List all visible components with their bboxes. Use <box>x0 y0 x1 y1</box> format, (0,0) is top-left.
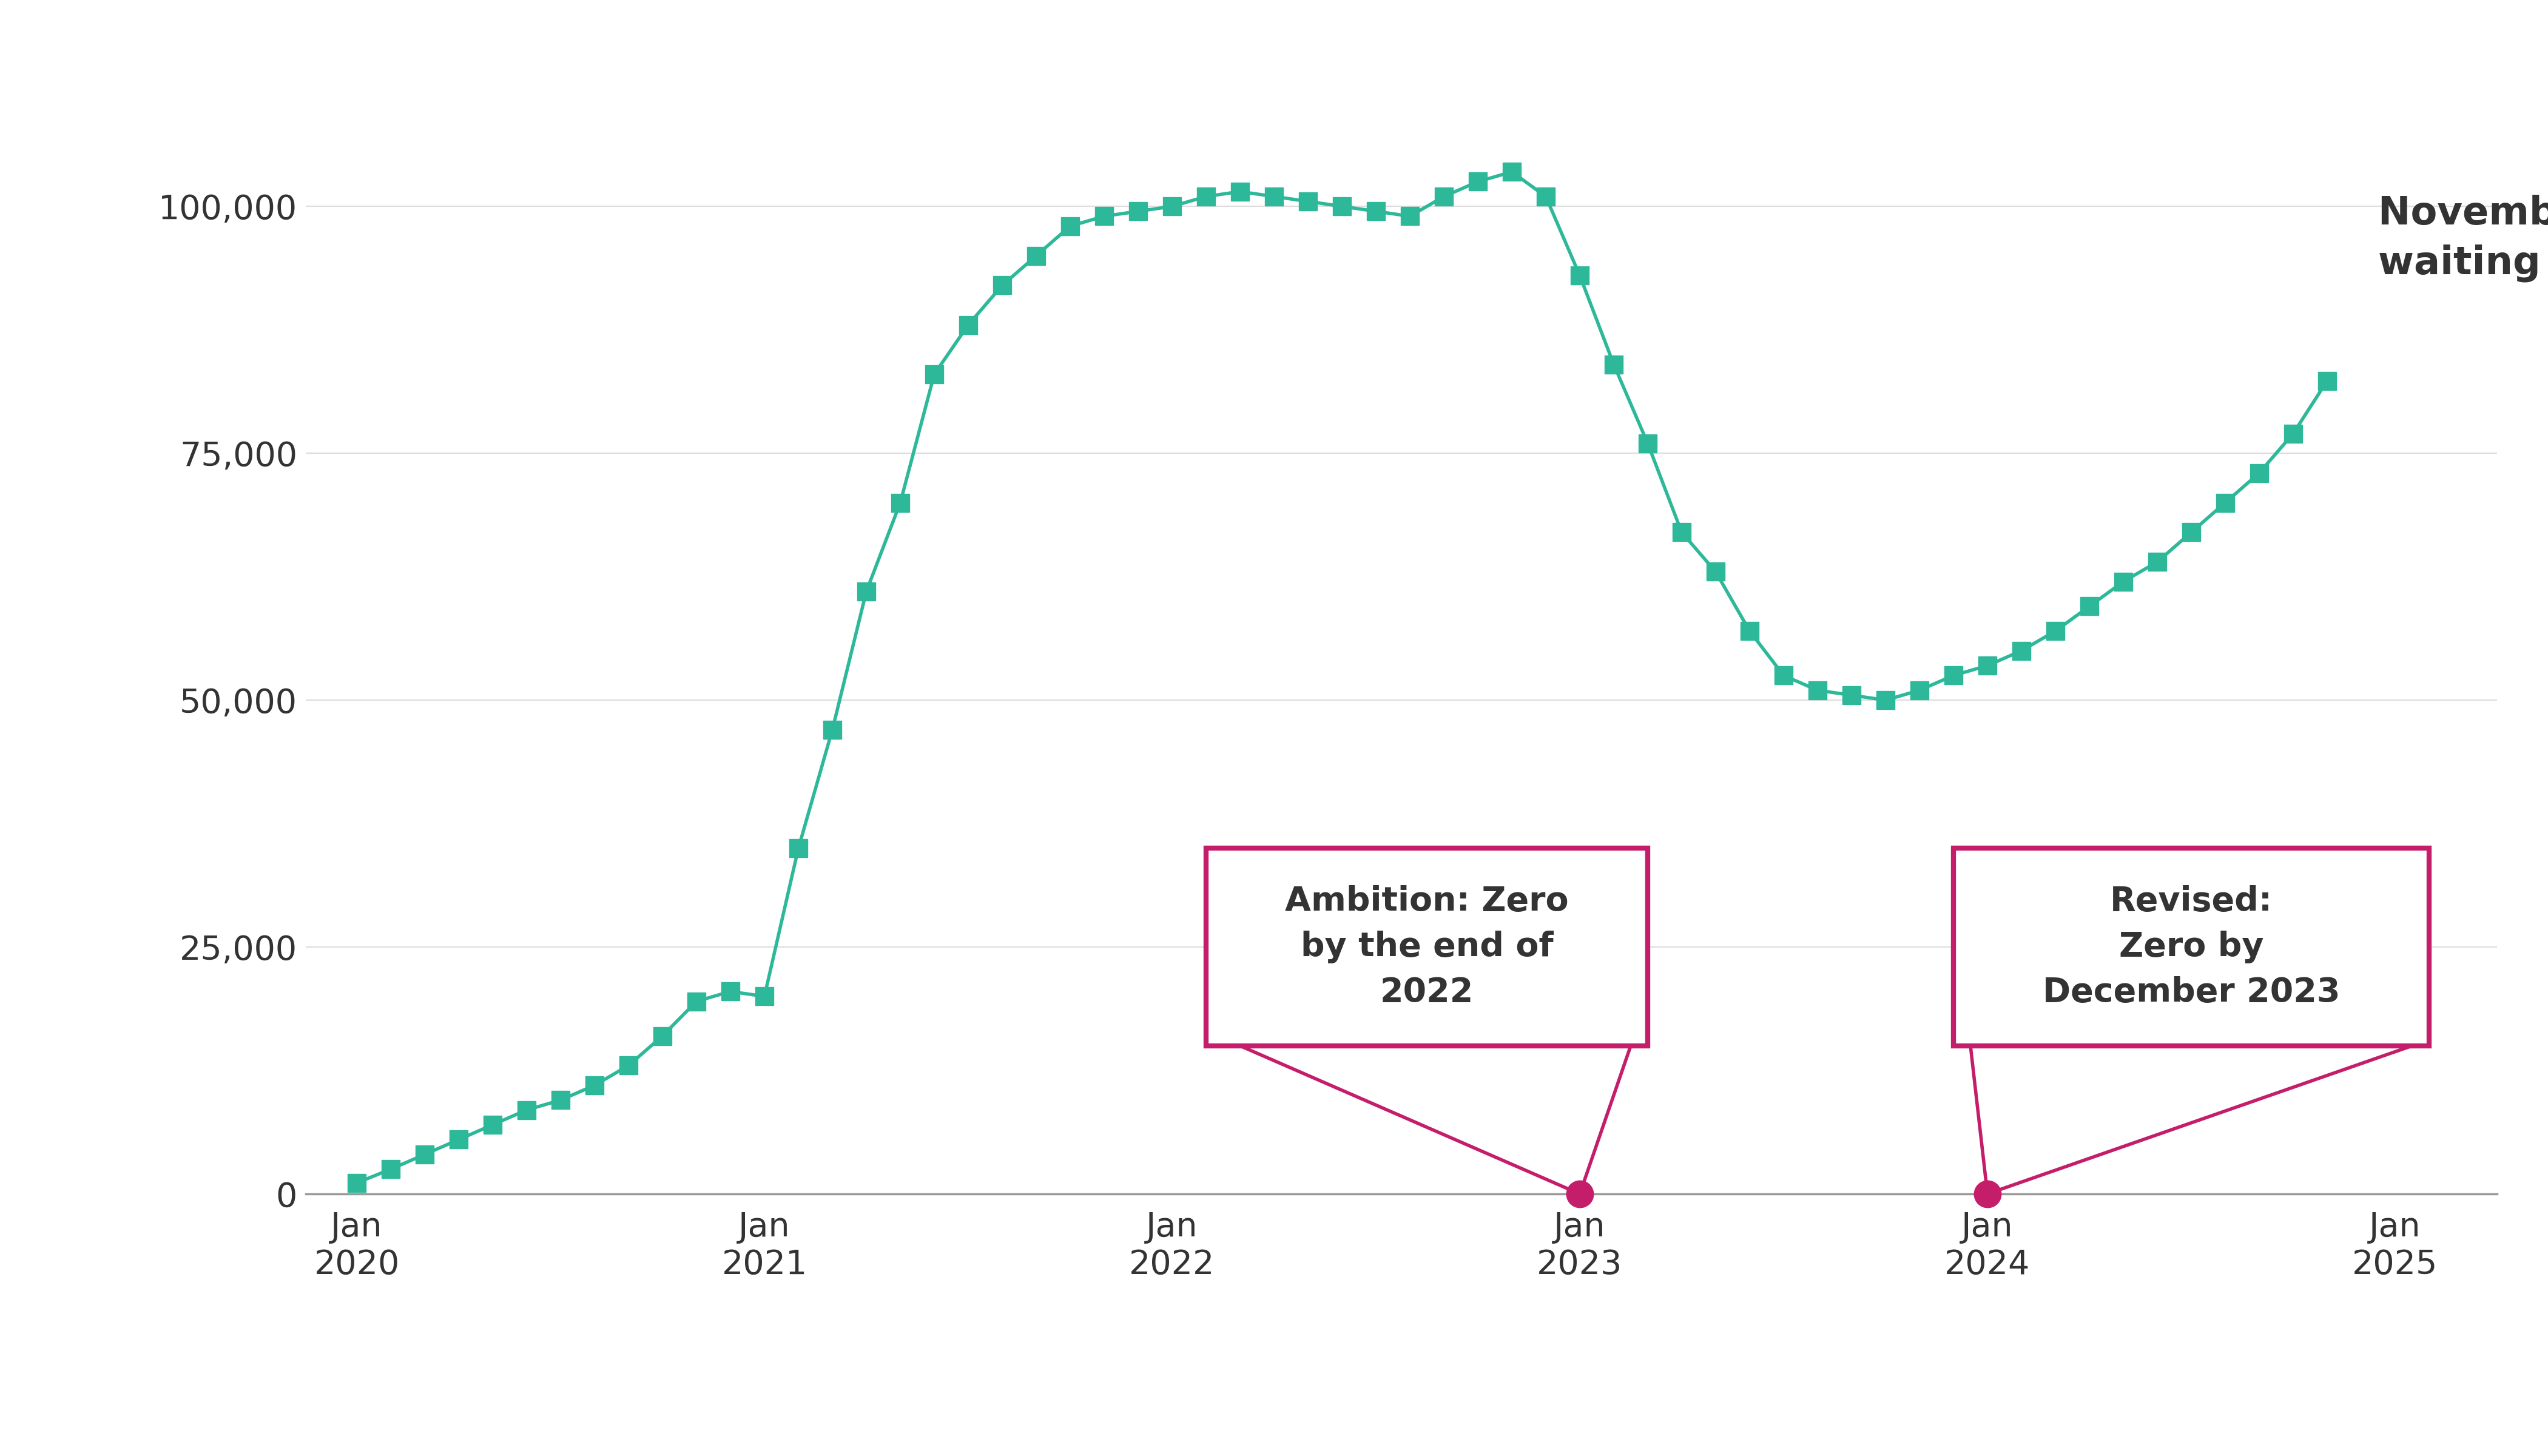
Text: Revised:
Zero by
December 2023: Revised: Zero by December 2023 <box>2043 885 2339 1009</box>
FancyBboxPatch shape <box>1205 849 1649 1045</box>
FancyBboxPatch shape <box>1954 849 2428 1045</box>
Text: November 2024: 82,335
waiting over 53 weeks: November 2024: 82,335 waiting over 53 we… <box>2377 195 2548 282</box>
Text: Ambition: Zero
by the end of
2022: Ambition: Zero by the end of 2022 <box>1284 885 1570 1009</box>
